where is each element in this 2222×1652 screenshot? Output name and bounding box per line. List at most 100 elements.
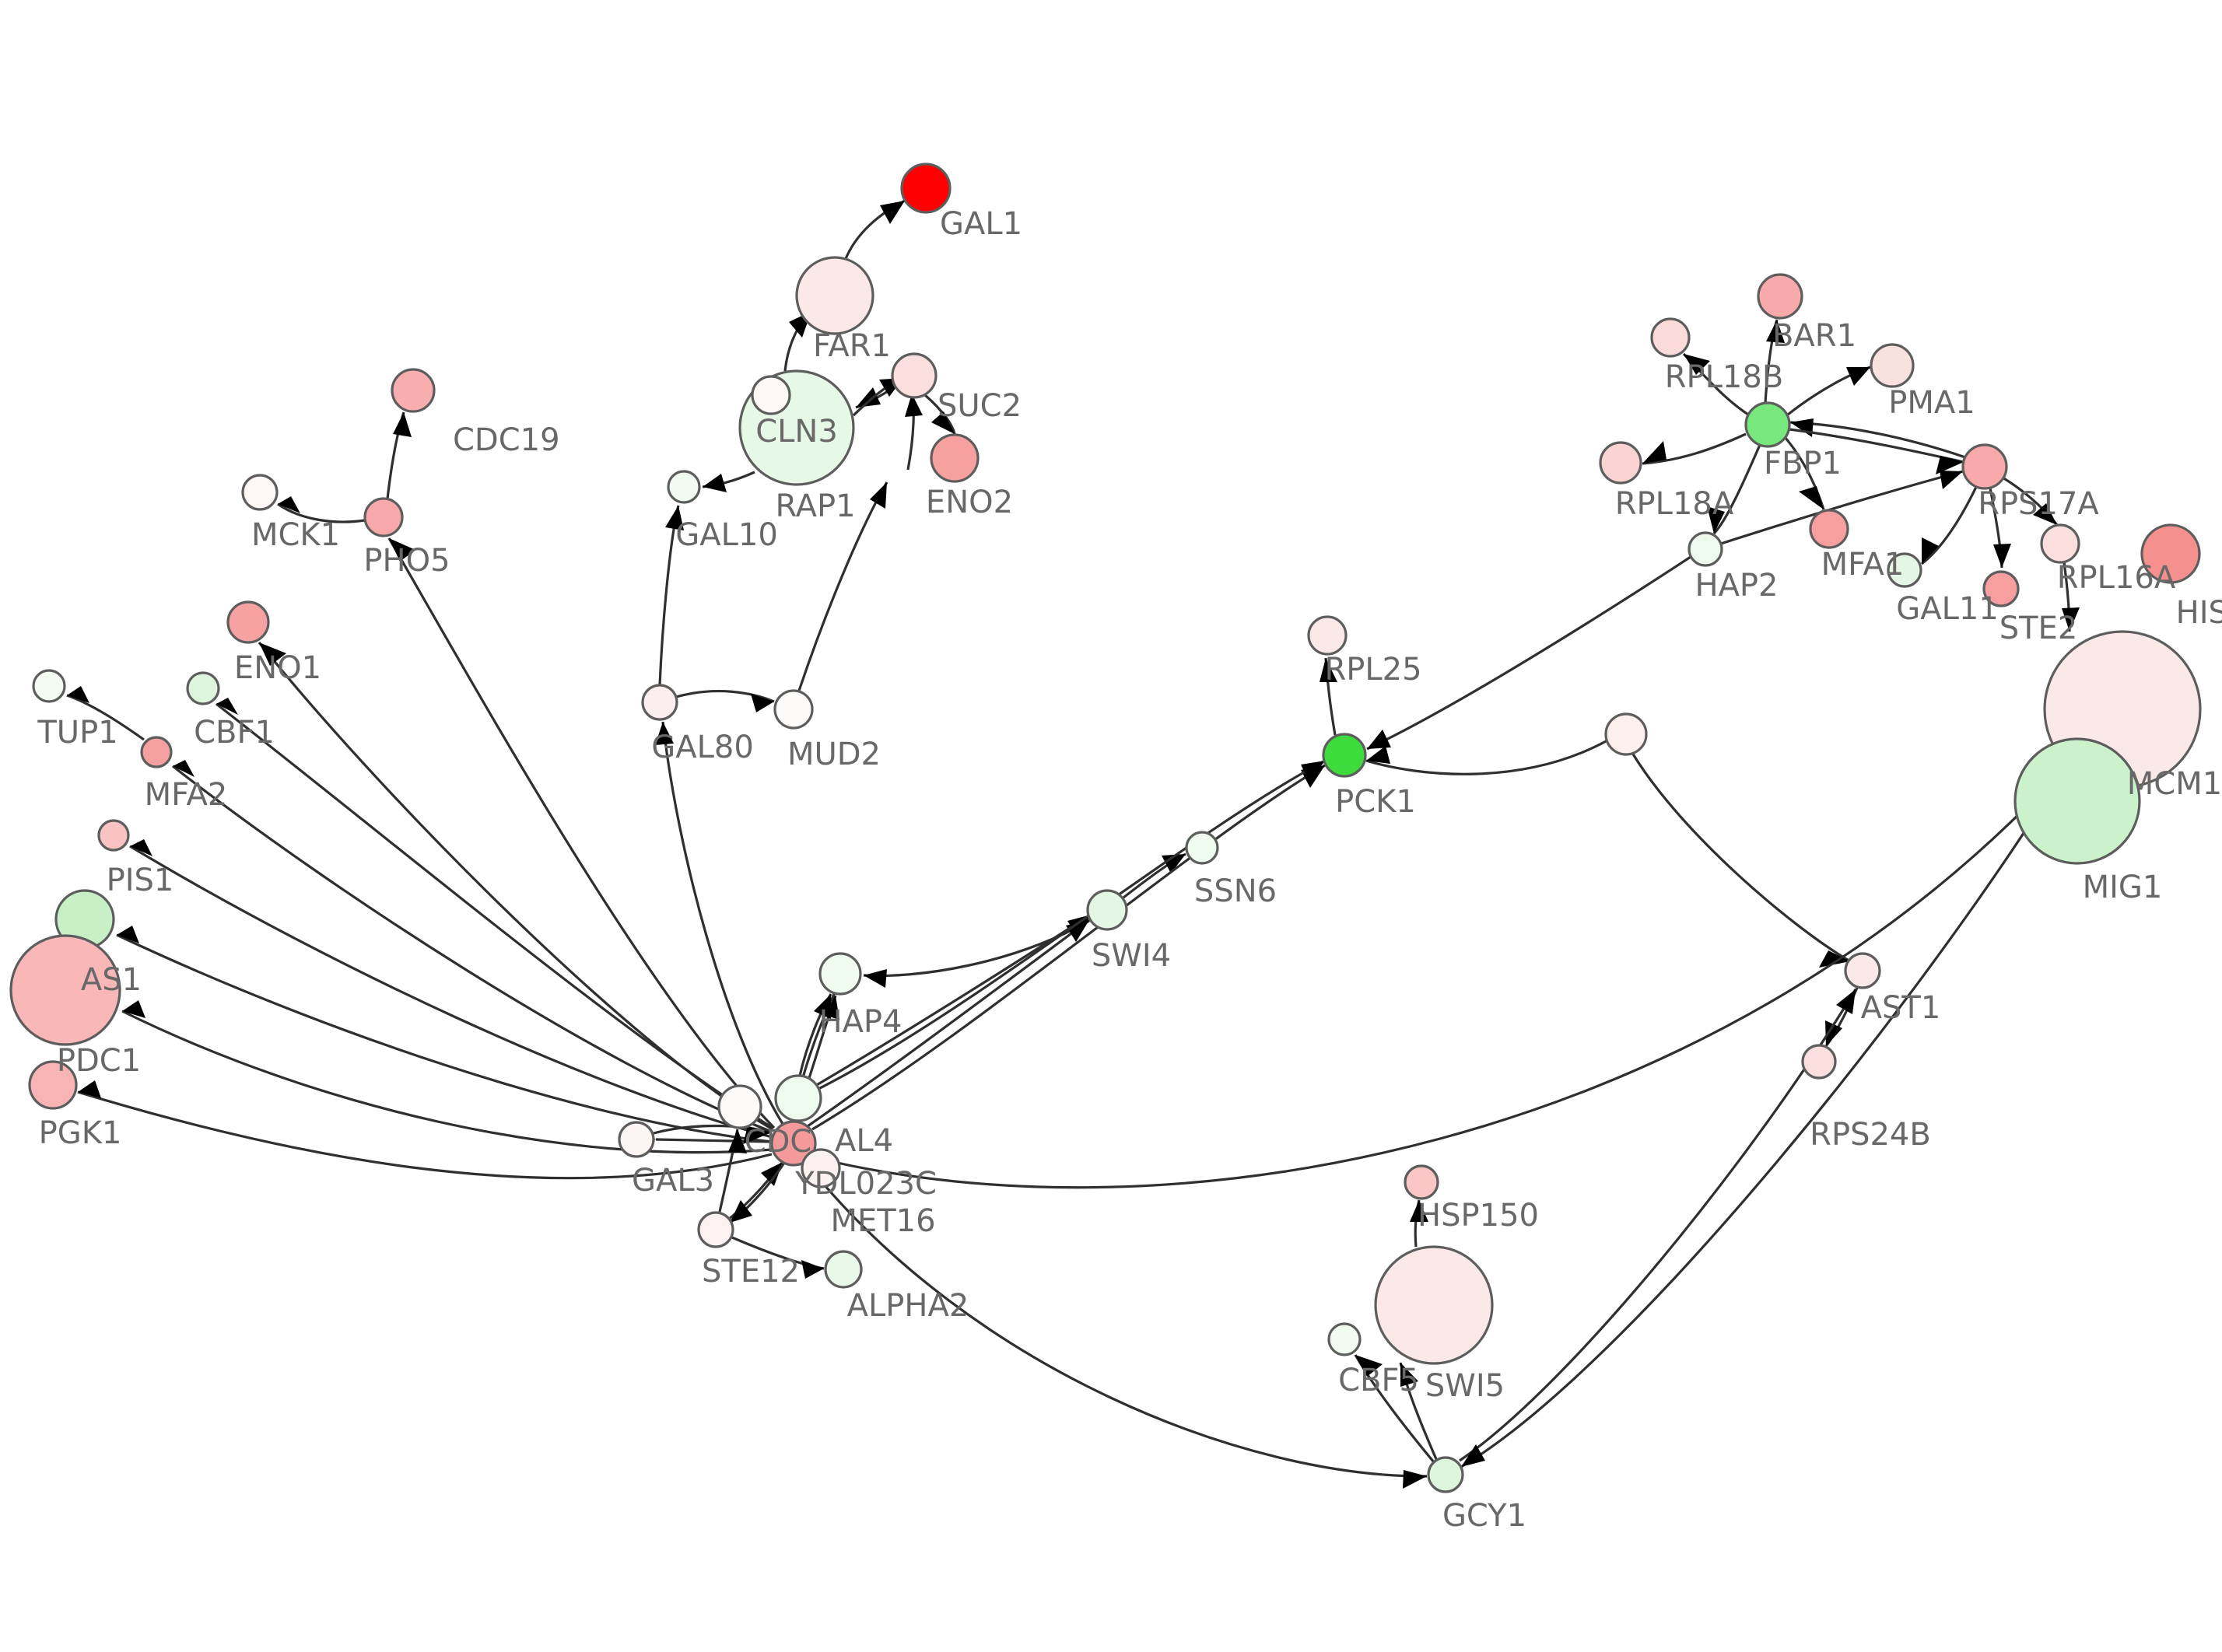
node-pck1[interactable] [1322, 733, 1367, 778]
node-rps24b[interactable] [1801, 1044, 1837, 1080]
node-rpl25[interactable] [1307, 615, 1348, 656]
node-cbf5[interactable] [1327, 1322, 1362, 1356]
node-label-swi4: SWI4 [1092, 938, 1171, 974]
edge-FBP1-to-PMA1 [1787, 366, 1871, 416]
node-pis1[interactable] [97, 819, 130, 852]
node-mfa2[interactable] [140, 736, 173, 768]
node-rpl16a[interactable] [2040, 523, 2080, 564]
edge-HAP2_line-to-RPS17A [1689, 470, 1964, 555]
arrowhead [216, 698, 238, 715]
node-label-mig1: MIG1 [2083, 870, 2163, 905]
node-label-mfa1: MFA1 [1821, 547, 1905, 583]
node-gal4_up[interactable] [774, 1074, 822, 1122]
node-rps17a[interactable] [1961, 443, 2008, 490]
node-fbp1[interactable] [1744, 401, 1791, 448]
node-pma1[interactable] [1870, 343, 1915, 388]
node-label-rpl18b: RPL18B [1665, 359, 1784, 395]
arrowhead [665, 506, 684, 530]
node-eno2[interactable] [930, 433, 980, 483]
node-label-rpl18a: RPL18A [1615, 486, 1734, 522]
edge-SWI5-to-HSP150 [1410, 1199, 1428, 1248]
node-label-gal3: GAL3 [632, 1163, 714, 1199]
node-mig1[interactable] [2013, 737, 2141, 865]
node-label-mck1: MCK1 [251, 517, 340, 553]
node-cbf1[interactable] [186, 671, 220, 705]
edge-SWI4-to-SSN6 [1123, 852, 1186, 899]
edge-GAL4-to-PGK1 [77, 1080, 773, 1180]
arrowhead [1940, 471, 1963, 489]
arrowhead [1366, 746, 1390, 764]
node-ast1[interactable] [1844, 952, 1881, 989]
node-hap2[interactable] [1688, 531, 1723, 567]
node-suc2[interactable] [891, 352, 938, 399]
edge-MUD2-to-RAP1 [797, 481, 888, 691]
node-eno1[interactable] [226, 600, 270, 644]
node-gal1[interactable] [900, 163, 952, 214]
node-pdc1[interactable] [9, 934, 121, 1046]
node-label-ste2: STE2 [1999, 611, 2078, 646]
edge-SWI4-to-HAP4 [863, 919, 1090, 988]
node-gal11[interactable] [1887, 552, 1922, 588]
node-ydl023c[interactable] [801, 1148, 841, 1188]
edge-FBP1-to-RPL18B [1682, 352, 1749, 416]
node-hap4[interactable] [818, 952, 862, 996]
arrowhead [856, 387, 881, 408]
node-his4[interactable] [2140, 523, 2201, 584]
node-swi4[interactable] [1086, 889, 1128, 931]
node-hsp150[interactable] [1404, 1164, 1439, 1200]
arrowhead [2062, 607, 2080, 632]
node-label-eno2: ENO2 [926, 485, 1013, 520]
node-label-cdc19: CDC19 [453, 422, 560, 458]
arrowhead [655, 722, 674, 745]
edge-GAL4-to-GCY1 [808, 1165, 1428, 1489]
node-cln3_inner[interactable] [751, 375, 791, 415]
node-label-ssn6: SSN6 [1194, 873, 1277, 909]
node-mck1[interactable] [241, 474, 279, 511]
edge-GAL4-to-MFA2 [172, 760, 773, 1133]
node-mfa1[interactable] [1809, 509, 1849, 549]
node-label-pho5: PHO5 [363, 543, 450, 579]
node-cdc_node[interactable] [717, 1084, 762, 1129]
edge-RAP1-to-SUC2 [905, 393, 923, 471]
arrowhead [2033, 503, 2057, 525]
node-swi5[interactable] [1374, 1245, 1494, 1365]
node-gal10[interactable] [667, 470, 701, 504]
node-bar1[interactable] [1757, 273, 1803, 320]
node-hub1[interactable] [1604, 712, 1648, 756]
node-pgk1[interactable] [28, 1060, 78, 1110]
node-gcy1[interactable] [1427, 1456, 1464, 1493]
node-cdc19[interactable] [391, 368, 436, 413]
node-label-pck1: PCK1 [1335, 784, 1416, 820]
node-far1[interactable] [795, 256, 874, 335]
edge-RPL16A-to-MCM1 [2062, 562, 2080, 632]
node-ste2[interactable] [1982, 570, 2020, 607]
node-ssn6[interactable] [1185, 831, 1219, 865]
edge-HUB1-to-AST1 [1631, 752, 1851, 968]
arrowhead [1993, 544, 2011, 568]
arrowhead [1846, 367, 1870, 386]
arrowhead [931, 411, 955, 434]
arrowhead [173, 760, 195, 777]
node-gal3[interactable] [618, 1121, 655, 1158]
node-label-ydl023c: YDL023C [794, 1166, 937, 1202]
nodes-layer [9, 163, 2202, 1493]
node-tup1[interactable] [32, 669, 66, 703]
node-mud2[interactable] [773, 689, 814, 730]
node-label-pdc1: PDC1 [57, 1043, 141, 1079]
arrowhead [1355, 1355, 1383, 1377]
arrowhead [1461, 1444, 1485, 1467]
node-gal80[interactable] [641, 684, 678, 721]
node-label-alpha2: ALPHA2 [847, 1288, 969, 1324]
node-label-rps17a: RPS17A [1978, 486, 2099, 522]
node-pho5[interactable] [363, 497, 404, 537]
node-rpl18a[interactable] [1599, 441, 1642, 485]
node-label-rps24b: RPS24B [1810, 1117, 1931, 1153]
arrowhead [1790, 418, 1814, 437]
node-ste12[interactable] [697, 1211, 734, 1248]
arrowhead [728, 1129, 747, 1153]
arrowhead [1825, 1020, 1842, 1046]
node-rpl18b[interactable] [1650, 317, 1691, 358]
node-gal4[interactable] [770, 1120, 817, 1167]
node-alpha2[interactable] [824, 1250, 863, 1289]
edge-GAL4_up-to-SWI4 [815, 913, 1092, 1087]
